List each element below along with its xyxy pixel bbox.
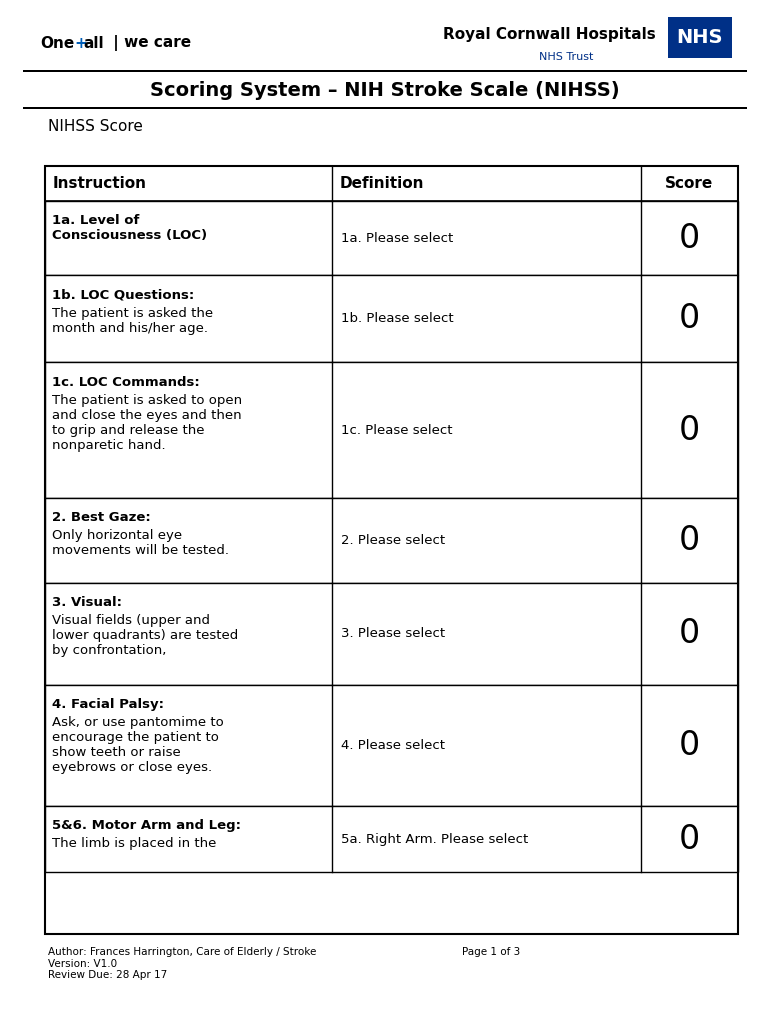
Text: 1b. Please select: 1b. Please select: [341, 312, 454, 326]
Bar: [45, 583, 738, 685]
Text: Royal Cornwall Hospitals: Royal Cornwall Hospitals: [443, 28, 655, 42]
Bar: [45, 498, 738, 583]
Bar: [45, 806, 738, 872]
Bar: [668, 17, 732, 58]
Text: Instruction: Instruction: [52, 176, 146, 190]
Text: Only horizontal eye
movements will be tested.: Only horizontal eye movements will be te…: [52, 528, 229, 557]
Text: Definition: Definition: [340, 176, 424, 190]
Bar: [45, 166, 738, 201]
Text: 0: 0: [678, 617, 700, 650]
Text: 0: 0: [678, 221, 700, 255]
Text: 1c. Please select: 1c. Please select: [341, 424, 453, 436]
Text: NHS Trust: NHS Trust: [539, 52, 594, 62]
Text: 1a. Please select: 1a. Please select: [341, 231, 454, 245]
Text: 1a. Level of
Consciousness (LOC): 1a. Level of Consciousness (LOC): [52, 214, 207, 242]
Text: 1c. LOC Commands:: 1c. LOC Commands:: [52, 376, 200, 389]
Bar: [23, 70, 747, 72]
Text: 3. Visual:: 3. Visual:: [52, 596, 122, 609]
Text: all: all: [83, 36, 104, 50]
Text: 4. Please select: 4. Please select: [341, 739, 446, 752]
Text: The limb is placed in the: The limb is placed in the: [52, 838, 216, 850]
Text: 2. Best Gaze:: 2. Best Gaze:: [52, 511, 151, 524]
Bar: [23, 108, 747, 109]
Text: Score: Score: [665, 176, 713, 190]
Text: | we care: | we care: [108, 35, 191, 51]
Text: 1b. LOC Questions:: 1b. LOC Questions:: [52, 289, 195, 302]
Bar: [45, 166, 738, 934]
Text: 4. Facial Palsy:: 4. Facial Palsy:: [52, 698, 164, 712]
Text: 3. Please select: 3. Please select: [341, 628, 446, 640]
Text: 0: 0: [678, 523, 700, 557]
Text: NIHSS Score: NIHSS Score: [48, 120, 142, 134]
Bar: [45, 362, 738, 498]
Text: Author: Frances Harrington, Care of Elderly / Stroke
Version: V1.0
Review Due: 2: Author: Frances Harrington, Care of Elde…: [48, 947, 316, 980]
Text: Scoring System – NIH Stroke Scale (NIHSS): Scoring System – NIH Stroke Scale (NIHSS…: [150, 81, 620, 99]
Bar: [45, 201, 738, 275]
Text: The patient is asked the
month and his/her age.: The patient is asked the month and his/h…: [52, 307, 213, 335]
Text: Ask, or use pantomime to
encourage the patient to
show teeth or raise
eyebrows o: Ask, or use pantomime to encourage the p…: [52, 717, 224, 774]
Text: One: One: [40, 36, 74, 50]
Text: 5&6. Motor Arm and Leg:: 5&6. Motor Arm and Leg:: [52, 819, 241, 833]
Text: 5a. Right Arm. Please select: 5a. Right Arm. Please select: [341, 833, 529, 846]
Text: Page 1 of 3: Page 1 of 3: [462, 947, 521, 957]
Text: Visual fields (upper and
lower quadrants) are tested
by confrontation,: Visual fields (upper and lower quadrants…: [52, 614, 239, 656]
Bar: [45, 275, 738, 362]
Text: 2. Please select: 2. Please select: [341, 534, 446, 547]
Bar: [45, 685, 738, 806]
Text: 0: 0: [678, 414, 700, 446]
Text: 0: 0: [678, 302, 700, 336]
Text: The patient is asked to open
and close the eyes and then
to grip and release the: The patient is asked to open and close t…: [52, 393, 243, 452]
Text: +: +: [74, 36, 87, 50]
Text: NHS: NHS: [677, 29, 723, 47]
Text: 0: 0: [678, 822, 700, 856]
Text: 0: 0: [678, 729, 700, 762]
